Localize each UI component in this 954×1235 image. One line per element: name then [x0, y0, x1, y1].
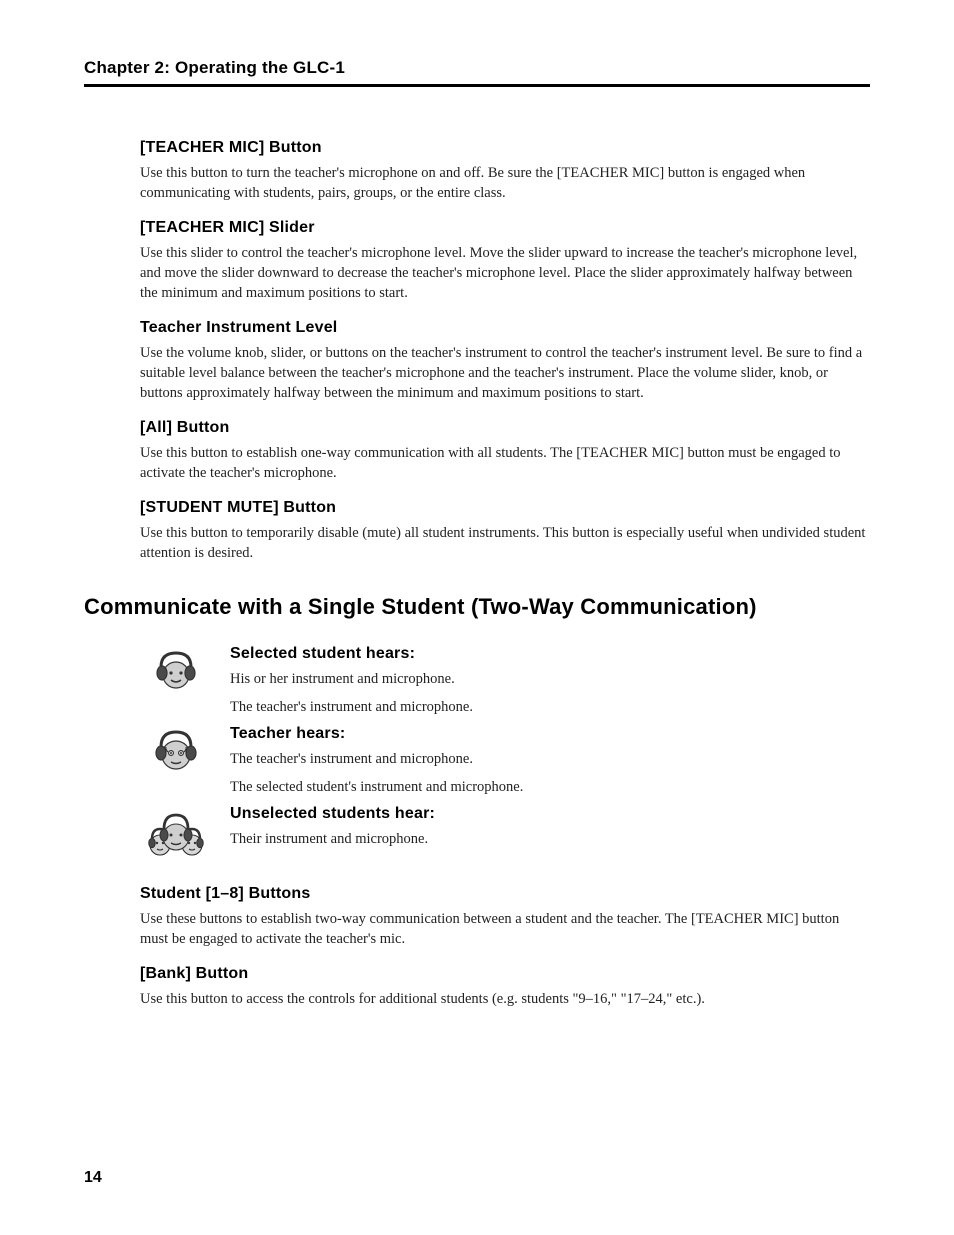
body-bank-button: Use this button to access the controls f…	[140, 989, 870, 1009]
body-teacher-mic-button: Use this button to turn the teacher's mi…	[140, 163, 870, 203]
heading-teacher-hears: Teacher hears:	[230, 725, 870, 743]
heading-student-1-8-buttons: Student [1–8] Buttons	[140, 885, 870, 903]
content-area: [TEACHER MIC] Button Use this button to …	[140, 139, 870, 563]
heading-student-mute-button: [STUDENT MUTE] Button	[140, 499, 870, 517]
heading-teacher-instrument-level: Teacher Instrument Level	[140, 319, 870, 337]
student-headphones-icon	[140, 645, 212, 695]
heading-all-button: [All] Button	[140, 419, 870, 437]
body-student-mute-button: Use this button to temporarily disable (…	[140, 523, 870, 563]
text-unselected-students-hear: Their instrument and microphone.	[230, 829, 870, 849]
heading-communicate-single-student: Communicate with a Single Student (Two-W…	[84, 593, 870, 621]
page: Chapter 2: Operating the GLC-1 [TEACHER …	[0, 0, 954, 1235]
heading-teacher-mic-button: [TEACHER MIC] Button	[140, 139, 870, 157]
heading-selected-student-hears: Selected student hears:	[230, 645, 870, 663]
hears-row-unselected: Unselected students hear: Their instrume…	[140, 805, 870, 867]
chapter-header: Chapter 2: Operating the GLC-1	[84, 58, 870, 87]
text-selected-student-hears-2: The teacher's instrument and microphone.	[230, 697, 870, 717]
text-selected-student-hears-1: His or her instrument and microphone.	[230, 669, 870, 689]
page-number: 14	[84, 1169, 102, 1187]
heading-unselected-students-hear: Unselected students hear:	[230, 805, 870, 823]
group-headphones-icon	[140, 805, 212, 867]
body-teacher-mic-slider: Use this slider to control the teacher's…	[140, 243, 870, 303]
lower-content: Student [1–8] Buttons Use these buttons …	[140, 885, 870, 1009]
hears-row-teacher: Teacher hears: The teacher's instrument …	[140, 725, 870, 805]
teacher-headphones-icon	[140, 725, 212, 777]
text-teacher-hears-1: The teacher's instrument and microphone.	[230, 749, 870, 769]
heading-bank-button: [Bank] Button	[140, 965, 870, 983]
body-student-1-8-buttons: Use these buttons to establish two-way c…	[140, 909, 870, 949]
body-all-button: Use this button to establish one-way com…	[140, 443, 870, 483]
hears-row-student: Selected student hears: His or her instr…	[140, 645, 870, 725]
hears-block: Selected student hears: His or her instr…	[140, 645, 870, 867]
text-teacher-hears-2: The selected student's instrument and mi…	[230, 777, 870, 797]
body-teacher-instrument-level: Use the volume knob, slider, or buttons …	[140, 343, 870, 403]
heading-teacher-mic-slider: [TEACHER MIC] Slider	[140, 219, 870, 237]
